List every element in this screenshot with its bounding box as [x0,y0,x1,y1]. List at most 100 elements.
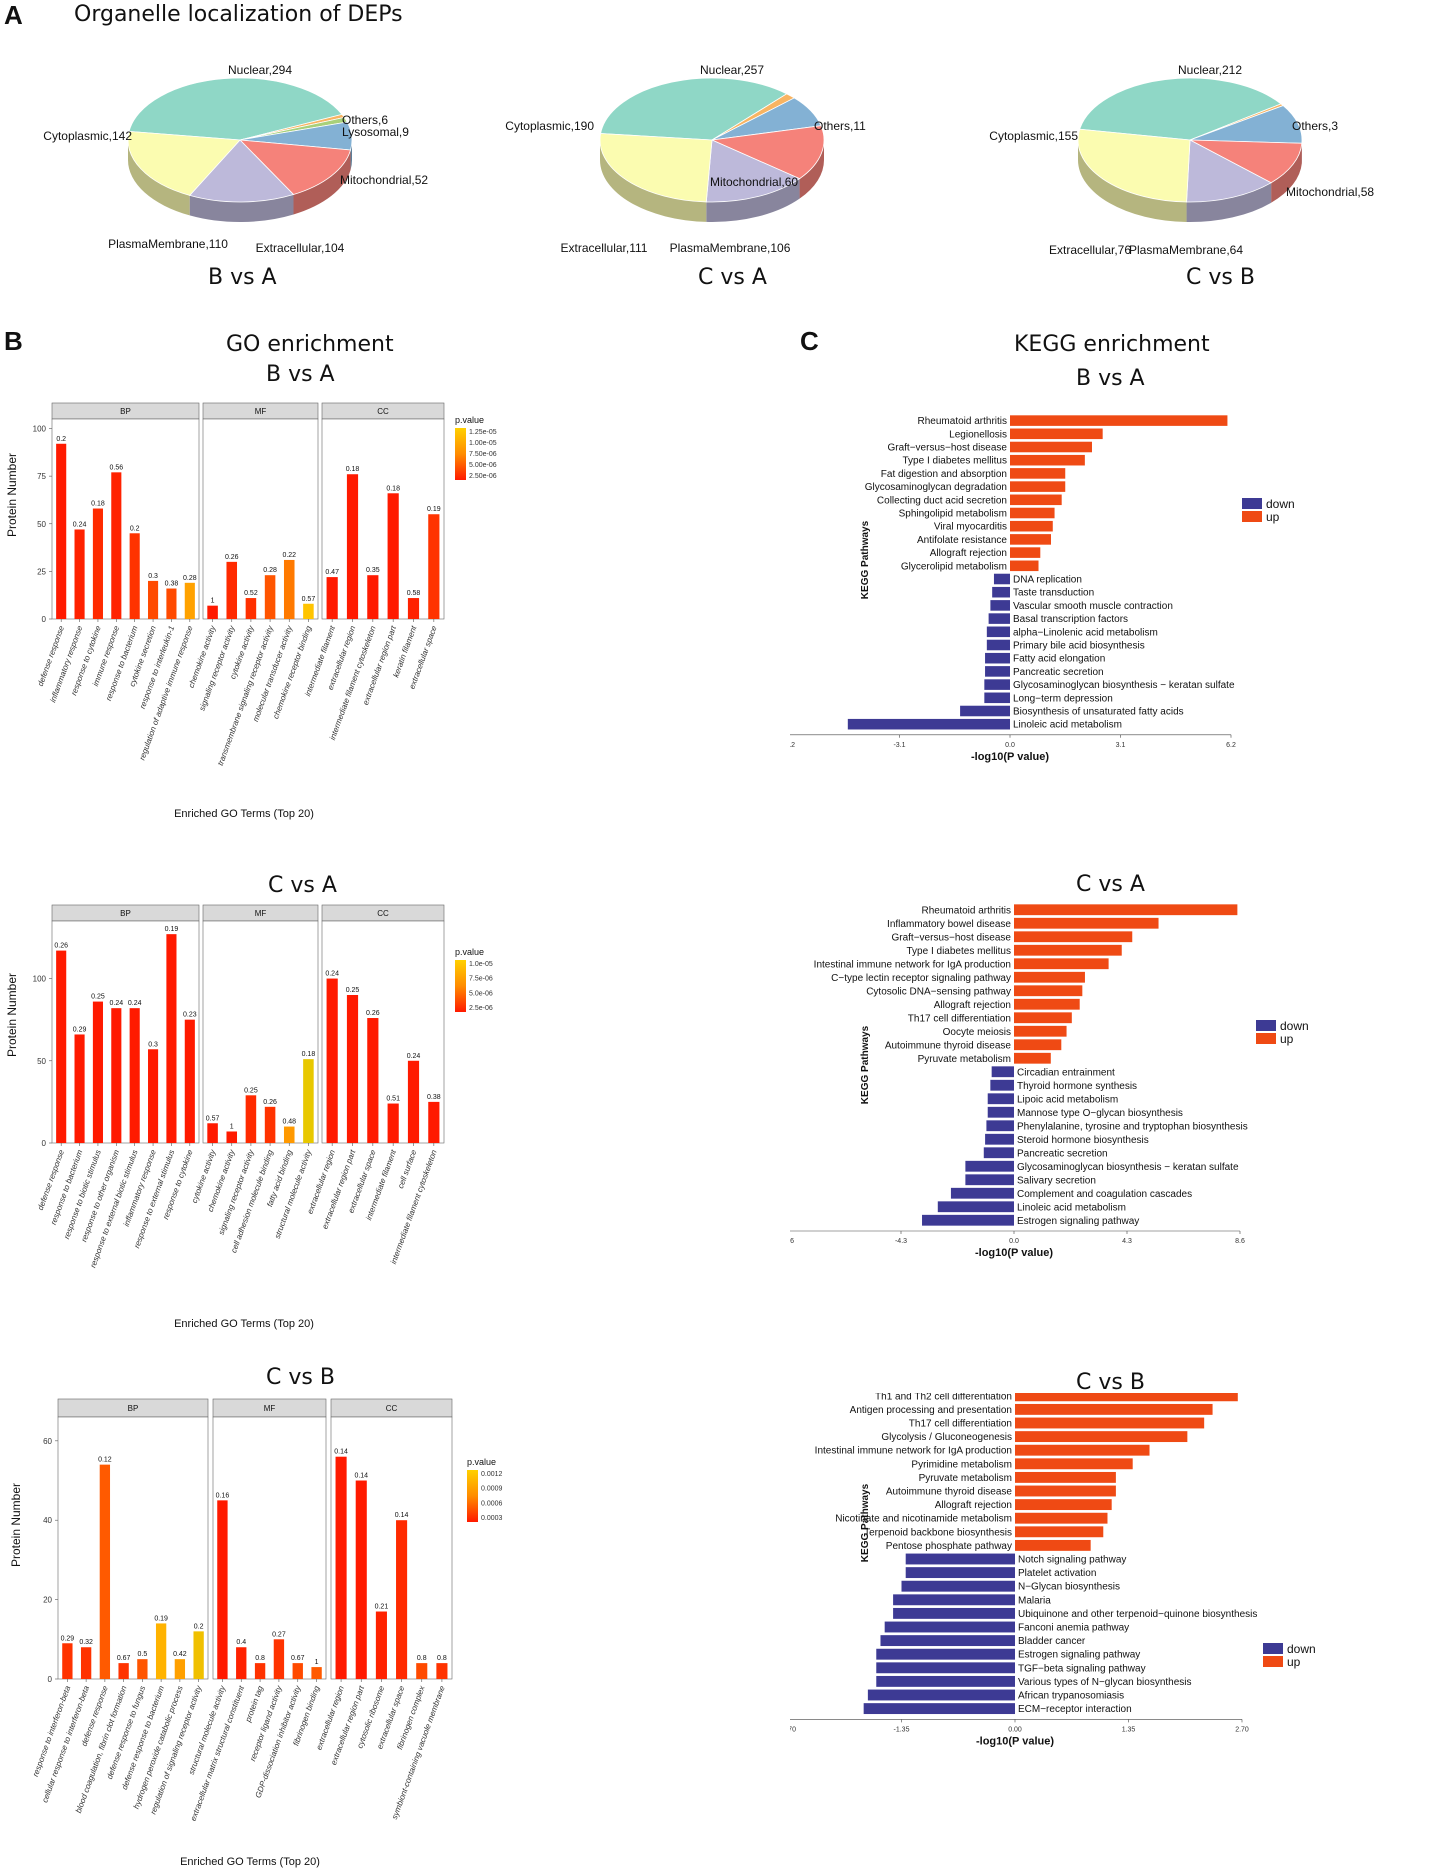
go1-subtitle: B vs A [266,362,335,387]
kegg-term-label: Glycerolipid metabolism [901,561,1007,572]
pie-label-mitochondrial: Mitochondrial,58 [1286,185,1374,199]
kegg-bar-down [985,652,1010,664]
go-legend-label: 1.25e-05 [469,429,497,436]
go-bar [148,1049,159,1143]
kegg-term-label: N−Glycan biosynthesis [1018,1582,1120,1593]
pie-label-nuclear: Nuclear,212 [1178,63,1242,77]
kegg-bar-up [1014,1012,1072,1024]
kegg-xtick-label: -2.70 [790,1726,796,1733]
pie-slice-nuclear [600,77,788,141]
kegg-term-label: Rheumatoid arthritis [922,905,1011,916]
go-bar-label: 0.5 [138,1651,148,1658]
facet-panel-bp [51,418,200,620]
pie3-subtitle: C vs B [1186,265,1255,290]
pie-side-extracellular [706,178,800,222]
go-legend-label: 0.0012 [481,1471,503,1478]
kegg-term-label: Vascular smooth muscle contraction [1013,601,1173,612]
kegg-term-label: Allograft rejection [935,1500,1012,1511]
go-bar [335,1456,347,1679]
pie-slice-mitochondrial [1189,105,1303,144]
facet-label-mf: MF [255,909,267,918]
kegg-term-label: Terpenoid backbone biosynthesis [864,1527,1012,1538]
kegg-term-label: Graft−versus−host disease [887,443,1007,454]
go-bar-label: 0.51 [386,1096,400,1103]
pie-chart-c-vs-b: Nuclear,212 Others,3 Mitochondrial,58 Plasm… [989,63,1374,257]
kegg-bar-up [1014,917,1159,929]
kegg-term-label: Allograft rejection [930,548,1007,559]
go-ytick: 0 [42,615,47,624]
kegg-term-label: Lipoic acid metabolism [1017,1094,1118,1105]
panel-a-title: Organelle localization of DEPs [74,2,403,27]
kegg-term-label: Fatty acid elongation [1013,654,1105,665]
go-bar [92,508,103,619]
go-bar [387,1103,399,1143]
kegg-chart-b-vs-a: Rheumatoid arthritis Legionellosis Graft−v… [790,415,1295,763]
go-xlabel: Enriched GO Terms (Top 20) [174,1318,314,1330]
kegg-term-label: Type I diabetes mellitus [907,946,1012,957]
go-bar [326,978,338,1143]
go-bar-label: 0.67 [117,1655,131,1662]
kegg-term-label: Glycosaminoglycan biosynthesis − keratan… [1017,1162,1239,1173]
facet-label-cc: CC [377,407,389,416]
go-legend-label: 1.0e-05 [469,961,493,968]
kegg3-subtitle: C vs B [1076,1370,1145,1395]
go-bar-label: 0.18 [91,501,105,508]
kegg-term-label: Th1 and Th2 cell differentiation [875,1393,1012,1402]
kegg-bar-up [1015,1499,1112,1511]
facet-panel-cc [321,418,445,620]
kegg-bar-up [1014,1052,1051,1064]
go-ytick: 75 [37,472,46,481]
kegg-xtick-label: 0.0 [1009,1238,1019,1245]
kegg-bar-down [893,1607,1015,1619]
kegg-bar-down [867,1689,1015,1701]
go-bar [56,950,67,1143]
kegg-xtick-label: 0.00 [1008,1726,1022,1733]
go-bar-label: 0.24 [73,521,87,528]
kegg-term-label: Pyrimidine metabolism [911,1459,1012,1470]
go-xlabel: Enriched GO Terms (Top 20) [174,808,314,820]
go-ytick: 50 [37,520,46,529]
go-legend-colorbar [467,1470,478,1522]
pie-label-mitochondrial: Mitochondrial,60 [710,175,798,189]
kegg-term-label: Fat digestion and absorption [881,469,1007,480]
facet-panel-cc [321,920,445,1144]
kegg-term-label: C−type lectin receptor signaling pathway [831,973,1011,984]
facet-label-cc: CC [386,1404,398,1413]
go-bar-label: 0.29 [73,1026,87,1033]
kegg-xlabel: -log10(P value) [971,751,1049,763]
kegg-bar-down [950,1187,1014,1199]
kegg-term-label: Antigen processing and presentation [850,1405,1012,1416]
kegg-bar-down [905,1553,1015,1565]
kegg-xtick-label: -3.1 [893,742,905,749]
kegg-bar-down [986,1120,1014,1132]
go-legend-label: 5.0e-06 [469,990,493,997]
go-bar-label: 0.28 [263,567,277,574]
kegg-bar-down [985,666,1010,677]
go-bar [245,598,257,619]
kegg-term-label: Malaria [1018,1595,1051,1606]
kegg-legend-down-swatch [1263,1643,1283,1654]
kegg-bar-down [876,1662,1015,1674]
pie-slice-nuclear [128,77,343,141]
go-bar-label: 0.4 [236,1639,246,1646]
kegg-bar-up [1010,547,1041,558]
kegg-bar-down [985,1133,1014,1145]
kegg-term-label: Linoleic acid metabolism [1013,720,1122,731]
go-bar-label: 0.57 [206,1115,220,1122]
kegg-xlabel: -log10(P value) [976,1735,1054,1747]
go-xtick-label: intermediate filament cytoskeleton [389,1148,439,1265]
pie-slice-nuclear [1079,77,1282,141]
go-bar [129,1008,140,1143]
go-bar [311,1667,322,1679]
go-bar [193,1631,204,1679]
kegg-term-label: Primary bile acid biosynthesis [1013,641,1145,652]
facet-panel-mf [212,1416,327,1680]
go-ytick: 0 [48,1675,53,1684]
go-bar [184,1019,195,1143]
go-bar-label: 0.3 [148,573,158,580]
kegg-legend-down-label: down [1266,497,1295,511]
kegg-bar-up [1010,415,1228,426]
go-legend-label: 0.0003 [481,1515,503,1522]
kegg-bar-up [1014,1039,1062,1051]
kegg-bar-down [987,1106,1014,1118]
